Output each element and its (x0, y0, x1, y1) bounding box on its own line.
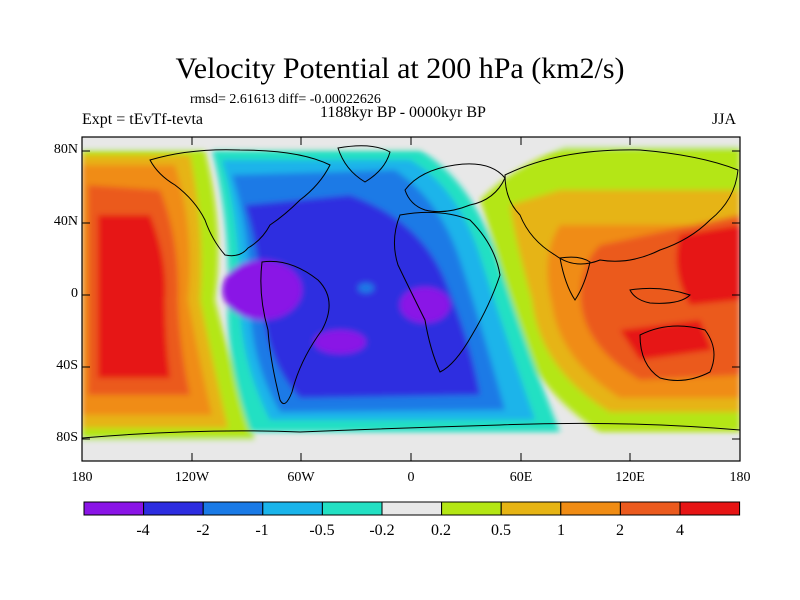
colorbar-label: -0.5 (309, 522, 335, 539)
season-label: JJA (712, 111, 737, 128)
colorbar-label: -2 (196, 522, 210, 539)
lat-label: 0 (71, 286, 78, 301)
colorbar-label: 0.5 (491, 522, 511, 539)
colorbar-swatch (500, 501, 562, 516)
stats-label: rmsd= 2.61613 diff= -0.00022626 (190, 92, 381, 107)
lon-label: 120E (615, 470, 645, 485)
map-title: Velocity Potential at 200 hPa (km2/s) (175, 52, 625, 85)
experiment-label: Expt = tEvTf-tevta (82, 111, 203, 128)
axis-ticks (82, 137, 740, 461)
lon-label: 60E (509, 470, 533, 485)
colorbar (83, 501, 741, 516)
lon-label: 180 (729, 470, 751, 485)
colorbar-swatch (619, 501, 681, 516)
colorbar-label: 4 (676, 522, 684, 539)
colorbar-swatch (441, 501, 502, 516)
colorbar-swatch (321, 501, 383, 516)
colorbar-swatch (262, 501, 323, 516)
period-label: 1188kyr BP - 0000kyr BP (320, 104, 486, 121)
lat-label: 80N (53, 142, 78, 157)
coastlines (82, 145, 740, 439)
lon-label: 120W (174, 470, 210, 485)
colorbar-swatch (202, 501, 264, 516)
lon-label: 0 (407, 470, 415, 485)
lat-label: 40N (53, 214, 78, 229)
lat-label: 40S (56, 358, 78, 373)
colorbar-label: 1 (557, 522, 565, 539)
colorbar-swatch (143, 501, 204, 516)
colorbar-swatch (560, 501, 621, 516)
velocity-potential-field (82, 137, 740, 461)
colorbar-label: -0.2 (369, 522, 395, 539)
colorbar-swatch (679, 501, 741, 516)
colorbar-label: 0.2 (431, 522, 451, 539)
colorbar-label: 2 (616, 522, 624, 539)
lat-label: 80S (56, 430, 78, 445)
lon-label: 60W (287, 470, 315, 485)
colorbar-label: -4 (136, 522, 150, 539)
colorbar-label: -1 (255, 522, 269, 539)
colorbar-swatch (381, 501, 443, 516)
colorbar-swatch (83, 501, 145, 516)
lon-label: 180 (71, 470, 93, 485)
